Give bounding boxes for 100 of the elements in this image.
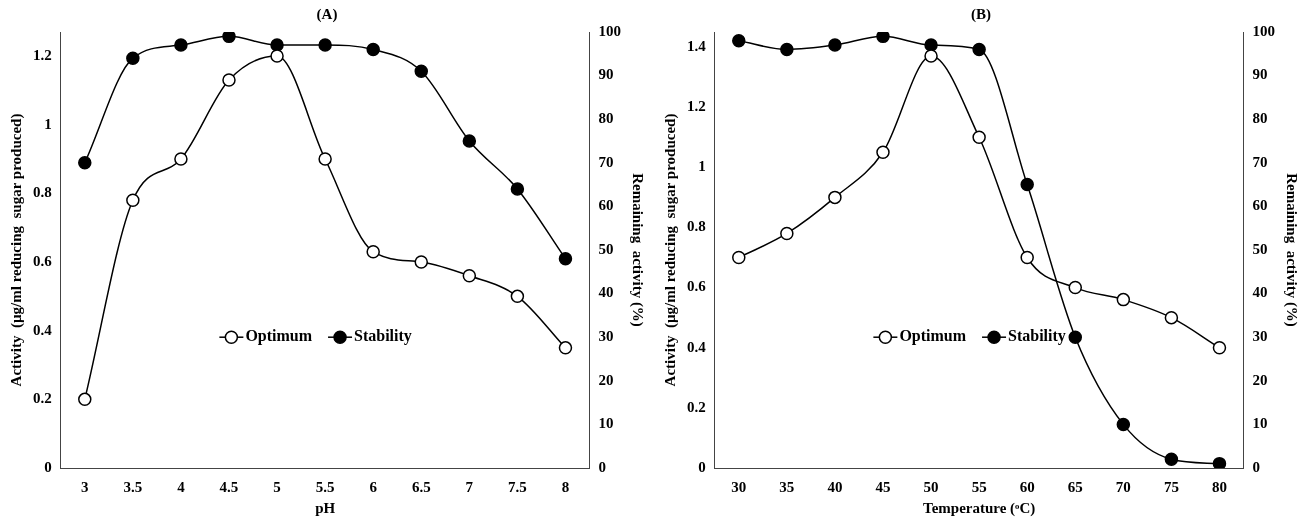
legend-label: Stability	[1008, 327, 1066, 346]
x-tick-label: 8	[561, 478, 570, 495]
point	[174, 38, 188, 52]
y-tick-label: 0.4	[687, 338, 707, 355]
y2-tick-label: 70	[1252, 153, 1268, 170]
y2-tick-label: 0	[1252, 458, 1260, 475]
point	[318, 38, 332, 52]
point	[972, 42, 986, 57]
legend-label: Optimum	[245, 327, 313, 346]
point	[1164, 452, 1179, 467]
x-tick-label: 6.5	[411, 478, 431, 495]
point	[1116, 292, 1131, 307]
point	[78, 156, 92, 170]
legend-label: Optimum	[899, 327, 967, 346]
y-tick-label: 0	[698, 458, 706, 475]
y2-axis-title: Remaining activity (%)	[629, 173, 647, 327]
y2-tick-label: 30	[598, 328, 614, 345]
y-tick-label: 0.6	[687, 278, 707, 295]
point	[732, 33, 746, 48]
y2-tick-label: 90	[1252, 66, 1268, 83]
x-axis-title: Temperature (ᵒC)	[923, 499, 1036, 517]
y2-tick-label: 50	[1252, 240, 1268, 257]
x-tick-label: 80	[1211, 478, 1227, 495]
y2-tick-label: 10	[598, 415, 614, 432]
point	[876, 145, 890, 160]
point	[222, 32, 236, 44]
point	[462, 269, 477, 283]
x-tick-label: 4	[177, 478, 186, 495]
y-axis-title: Activity (µg/ml reducing sugar produced)	[7, 113, 25, 387]
point	[270, 49, 284, 63]
x-tick-label: 35	[779, 478, 795, 495]
y2-tick-label: 70	[598, 153, 614, 170]
x-tick-label: 7	[465, 478, 474, 495]
point	[828, 190, 842, 205]
y-tick-label: 0.2	[33, 390, 52, 407]
x-tick-label: 6	[369, 478, 378, 495]
y2-axis-title: Remaining activity (%)	[1283, 173, 1301, 327]
point	[78, 392, 92, 407]
y2-tick-label: 90	[598, 66, 614, 83]
point	[1116, 417, 1131, 432]
y-tick-label: 1	[44, 115, 52, 132]
y-tick-label: 0.2	[687, 398, 706, 415]
point	[1020, 177, 1034, 192]
y2-tick-label: 80	[598, 110, 614, 127]
point	[558, 251, 573, 266]
y2-tick-label: 50	[598, 240, 614, 257]
point	[414, 64, 429, 78]
x-tick-label: 65	[1067, 478, 1083, 495]
y2-tick-label: 0	[598, 458, 606, 475]
point	[972, 130, 986, 144]
chart-title: (A)	[316, 5, 338, 23]
point	[1068, 330, 1083, 344]
y-tick-label: 0	[44, 458, 52, 475]
chart-title: (B)	[971, 5, 991, 23]
point	[222, 73, 236, 87]
point	[1068, 280, 1083, 295]
x-tick-label: 3	[81, 478, 89, 495]
point	[462, 134, 477, 148]
point	[318, 152, 332, 166]
y-tick-label: 1	[698, 158, 706, 175]
x-tick-label: 4.5	[219, 478, 239, 495]
point	[270, 38, 284, 52]
point	[876, 32, 890, 44]
point	[558, 341, 573, 355]
y-tick-label: 1.4	[687, 37, 707, 54]
point	[1020, 250, 1034, 265]
point	[924, 49, 938, 63]
y2-tick-label: 60	[1252, 197, 1268, 214]
point	[1212, 340, 1227, 355]
y-axis-title: Activity (µg/ml reducing sugar produced)	[661, 113, 679, 387]
x-tick-label: 70	[1115, 478, 1131, 495]
x-tick-label: 60	[1019, 478, 1035, 495]
point	[780, 42, 794, 57]
point	[828, 38, 842, 52]
x-tick-label: 30	[731, 478, 747, 495]
point	[732, 250, 746, 265]
y2-tick-label: 20	[1252, 371, 1268, 388]
point	[510, 182, 525, 196]
point	[1164, 310, 1179, 325]
point	[780, 226, 794, 241]
x-tick-label: 50	[923, 478, 939, 495]
point	[366, 244, 380, 259]
y2-tick-label: 10	[1252, 415, 1268, 432]
y-tick-label: 0.8	[687, 218, 706, 235]
x-tick-label: 45	[875, 478, 891, 495]
y2-tick-label: 40	[598, 284, 614, 301]
point	[414, 255, 429, 269]
point	[924, 38, 938, 52]
x-axis-title: pH	[315, 499, 336, 516]
point	[366, 42, 380, 57]
y2-tick-label: 100	[1252, 22, 1275, 39]
x-tick-label: 75	[1163, 478, 1179, 495]
point	[174, 152, 188, 166]
y2-tick-label: 80	[1252, 110, 1268, 127]
y-tick-label: 1.2	[687, 98, 706, 115]
x-tick-label: 5	[273, 478, 281, 495]
y-tick-label: 1.2	[33, 46, 52, 63]
x-tick-label: 7.5	[508, 478, 527, 495]
point	[126, 193, 140, 207]
y2-tick-label: 60	[598, 197, 614, 214]
